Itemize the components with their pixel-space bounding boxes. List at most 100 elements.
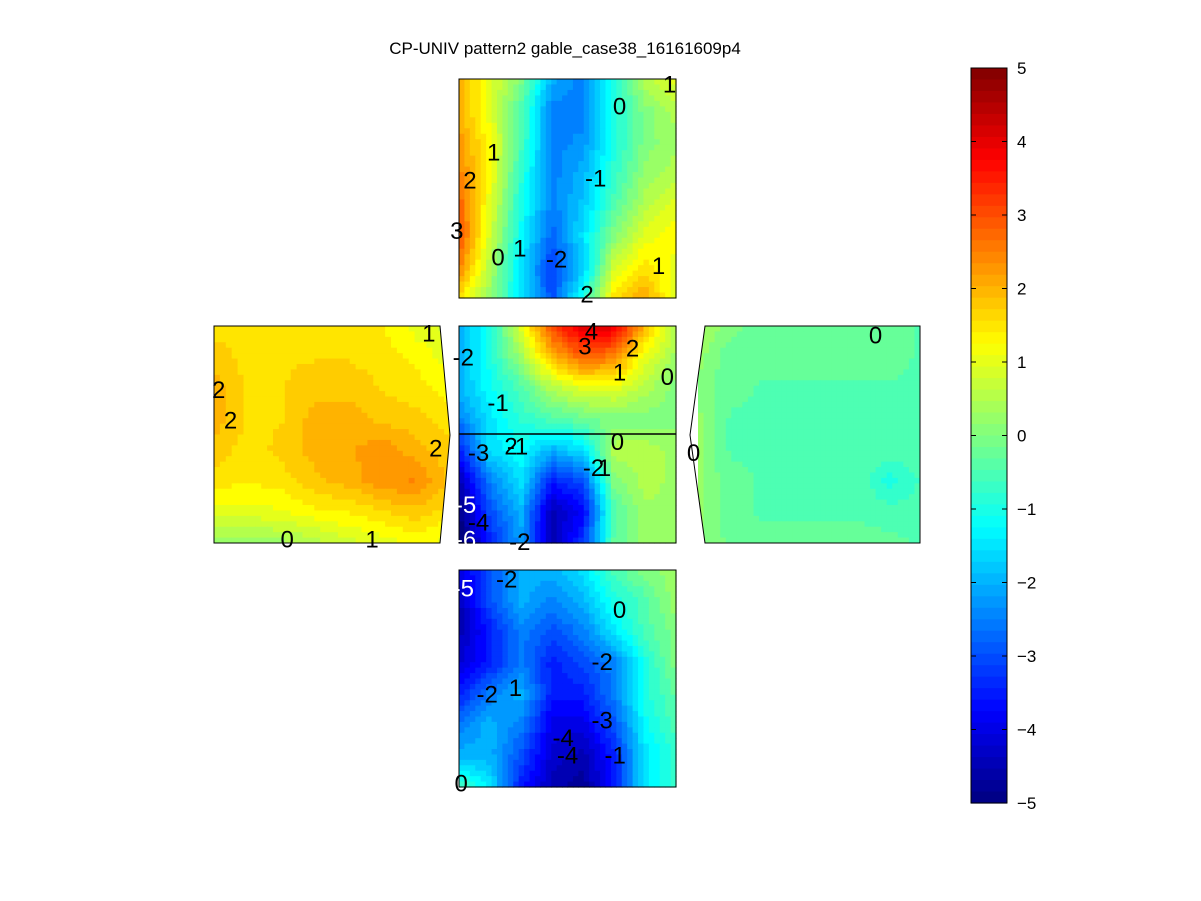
contour-cell <box>231 488 239 495</box>
contour-cell <box>654 412 661 419</box>
contour-cell <box>402 488 410 495</box>
contour-cell <box>214 505 221 512</box>
contour-cell <box>486 342 493 349</box>
contour-cell <box>302 401 309 408</box>
contour-cell <box>892 336 899 343</box>
contour-cell <box>507 215 514 222</box>
contour-cell <box>496 161 503 168</box>
contour-cell <box>261 412 268 419</box>
contour-cell <box>308 526 315 533</box>
contour-cell <box>396 521 404 528</box>
contour-cell <box>491 510 498 517</box>
contour-cell <box>267 401 274 408</box>
contour-cell <box>308 494 315 501</box>
contour-cell <box>600 347 607 354</box>
contour-cell <box>621 396 628 403</box>
contour-cell <box>654 188 661 195</box>
contour-cell <box>725 331 732 338</box>
contour-cell <box>524 254 531 261</box>
contour-cell <box>391 336 398 343</box>
contour-cell <box>314 369 321 376</box>
contour-cell <box>496 237 503 244</box>
contour-cell <box>420 488 427 495</box>
contour-cell <box>858 342 866 349</box>
contour-cell <box>491 537 498 544</box>
contour-cell <box>391 412 398 419</box>
contour-cell <box>578 445 585 452</box>
contour-cell <box>665 259 672 266</box>
contour-cell <box>284 467 292 474</box>
contour-cell <box>475 456 482 463</box>
contour-cell <box>605 374 612 381</box>
contour-cell <box>556 396 563 403</box>
contour-cell <box>534 111 541 118</box>
contour-cell <box>643 418 650 425</box>
contour-cell <box>320 342 327 349</box>
contour-cell <box>654 363 661 370</box>
contour-cell <box>556 472 563 479</box>
contour-cell <box>572 161 579 168</box>
contour-cell <box>496 494 503 501</box>
contour-cell <box>638 144 645 151</box>
contour-cell <box>486 122 493 129</box>
contour-cell <box>314 537 321 543</box>
contour-cell <box>296 401 304 408</box>
contour-cell <box>496 342 503 349</box>
contour-cell <box>556 331 563 338</box>
contour-cell <box>545 254 552 261</box>
contour-cell <box>273 423 280 430</box>
contour-cell <box>621 499 628 506</box>
contour-cell <box>355 396 363 403</box>
contour-cell <box>219 445 227 452</box>
contour-cell <box>459 210 466 217</box>
contour-cell <box>475 461 482 468</box>
contour-cell <box>219 483 227 490</box>
contour-cell <box>886 331 893 338</box>
contour-cell <box>578 336 585 343</box>
contour-cell <box>337 439 345 446</box>
contour-cell <box>464 472 471 479</box>
contour-cell <box>524 391 531 398</box>
contour-cell <box>507 84 514 91</box>
contour-cell <box>513 499 520 506</box>
contour-cell <box>507 100 514 107</box>
contour-cell <box>616 270 623 277</box>
contour-cell <box>332 434 339 441</box>
contour-cell <box>491 331 498 338</box>
contour-cell <box>513 483 520 490</box>
contour-cell <box>225 510 233 517</box>
contour-cell <box>273 331 280 338</box>
contour-cell <box>367 423 374 430</box>
contour-cell <box>267 472 274 479</box>
contour-cell <box>643 106 650 113</box>
contour-cell <box>610 243 617 250</box>
contour-cell <box>621 494 628 501</box>
contour-cell <box>385 418 392 425</box>
contour-cell <box>337 374 345 381</box>
contour-cell <box>464 342 471 349</box>
contour-cell <box>562 396 569 403</box>
contour-cell <box>314 353 321 360</box>
contour-cell <box>589 407 596 414</box>
contour-cell <box>469 243 476 250</box>
contour-cell <box>529 423 536 430</box>
contour-cell <box>396 472 404 479</box>
contour-cell <box>444 353 450 360</box>
contour-cell <box>475 434 482 441</box>
contour-cell <box>267 429 274 436</box>
contour-cell <box>551 369 558 376</box>
contour-cell <box>513 292 520 299</box>
contour-cell <box>343 396 351 403</box>
contour-cell <box>792 331 799 338</box>
contour-cell <box>567 363 574 370</box>
contour-cell <box>379 407 386 414</box>
contour-cell <box>518 505 525 512</box>
contour-cell <box>648 358 655 365</box>
contour-cell <box>373 510 380 517</box>
contour-cell <box>556 407 563 414</box>
contour-cell <box>459 243 466 250</box>
contour-cell <box>343 467 351 474</box>
contour-cell <box>408 521 416 528</box>
contour-cell <box>469 510 476 517</box>
contour-cell <box>589 363 596 370</box>
